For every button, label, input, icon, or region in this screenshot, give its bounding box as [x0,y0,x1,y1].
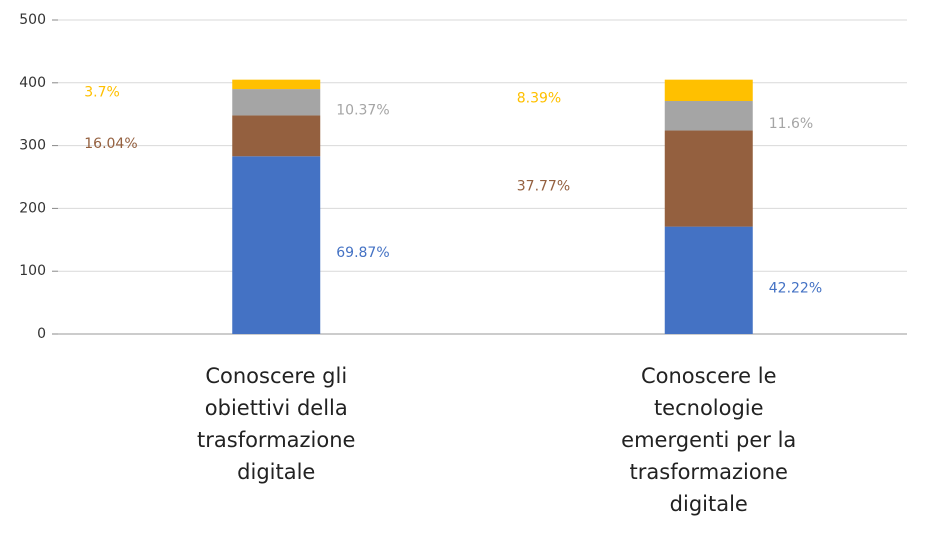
x-tick-label: Conoscere gli obiettivi della trasformaz… [197,364,356,484]
value-label: 8.39% [517,90,561,106]
bar-segment [232,115,321,157]
y-tick-label: 200 [19,200,46,216]
bar-segment [232,79,321,90]
x-tick-label: Conoscere le tecnologie emergenti per la… [621,364,797,516]
value-label: 3.7% [84,84,120,100]
bar-segment [664,226,753,334]
bar-segment [664,79,753,102]
bar-segment [232,89,321,116]
value-label: 10.37% [336,102,389,118]
y-tick-label: 500 [19,12,46,28]
value-label: 37.77% [517,179,570,195]
y-tick-label: 0 [37,326,46,342]
value-label: 69.87% [336,245,389,261]
bar-segment [664,130,753,227]
y-tick-label: 300 [19,138,46,154]
value-label: 42.22% [769,280,822,296]
value-label: 11.6% [769,116,813,132]
value-label: 16.04% [84,136,137,152]
y-tick-label: 100 [19,263,46,279]
bar-segment [664,101,753,131]
y-tick-label: 400 [19,75,46,91]
bar-segment [232,156,321,334]
